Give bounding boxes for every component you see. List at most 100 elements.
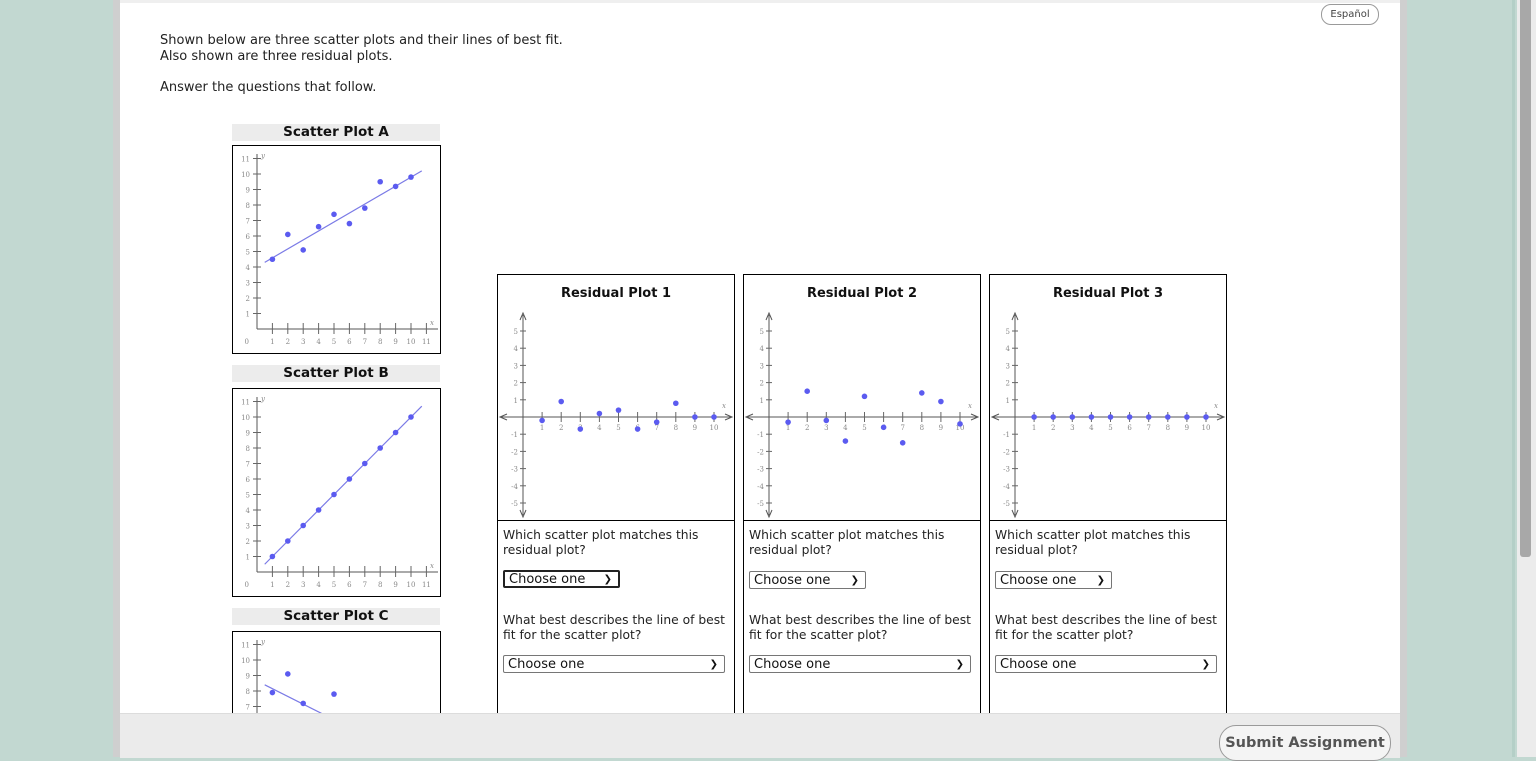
fit-select-2[interactable]: Choose one ❯ — [749, 655, 971, 673]
right-gutter — [1400, 0, 1407, 757]
svg-text:-1: -1 — [1003, 431, 1010, 439]
svg-text:4: 4 — [597, 424, 602, 432]
svg-text:3: 3 — [1006, 362, 1010, 370]
svg-text:5: 5 — [862, 424, 866, 432]
svg-text:5: 5 — [332, 338, 336, 346]
match-select-3[interactable]: Choose one ❯ — [995, 571, 1112, 589]
svg-text:7: 7 — [654, 424, 658, 432]
match-select-2[interactable]: Choose one ❯ — [749, 571, 866, 589]
svg-text:4: 4 — [316, 581, 321, 589]
svg-text:-5: -5 — [511, 500, 518, 508]
svg-text:-1: -1 — [511, 431, 518, 439]
fit-question-1: What best describes the line of best fit… — [503, 613, 725, 642]
match-select-1[interactable]: Choose one ❯ — [503, 570, 620, 588]
svg-text:x: x — [1214, 402, 1218, 410]
instructions: Shown below are three scatter plots and … — [160, 33, 563, 96]
svg-text:4: 4 — [1089, 424, 1094, 432]
svg-text:7: 7 — [1146, 424, 1150, 432]
svg-text:8: 8 — [378, 581, 382, 589]
svg-text:-5: -5 — [1003, 500, 1010, 508]
svg-text:5: 5 — [616, 424, 620, 432]
match-select-1-value: Choose one — [509, 572, 586, 587]
match-question-3: Which scatter plot matches this residual… — [995, 528, 1191, 557]
svg-text:10: 10 — [241, 414, 250, 422]
svg-text:10: 10 — [241, 657, 250, 665]
svg-text:5: 5 — [1108, 424, 1112, 432]
svg-text:8: 8 — [1166, 424, 1170, 432]
instruction-line-2: Also shown are three residual plots. — [160, 49, 393, 64]
svg-text:1: 1 — [786, 424, 790, 432]
svg-text:3: 3 — [824, 424, 828, 432]
svg-text:11: 11 — [241, 399, 250, 407]
residual-plot-3: x 1 2 3 4 5 6 7 8 9 10 -5 -4 -3 -2 -1 1 2 3 4 5 — [990, 275, 1226, 521]
svg-text:1: 1 — [1032, 424, 1036, 432]
match-select-3-value: Choose one — [1000, 573, 1077, 588]
svg-text:7: 7 — [900, 424, 904, 432]
svg-text:4: 4 — [246, 507, 251, 515]
svg-text:y: y — [260, 638, 266, 646]
vertical-scrollbar[interactable] — [1517, 0, 1536, 757]
svg-text:-4: -4 — [511, 483, 518, 491]
scatter-plot-a-label: Scatter Plot A — [232, 124, 440, 141]
fit-select-1[interactable]: Choose one ❯ — [503, 655, 725, 673]
svg-text:y: y — [260, 395, 266, 403]
svg-text:2: 2 — [246, 295, 250, 303]
submit-assignment-button[interactable]: Submit Assignment — [1219, 725, 1391, 761]
svg-text:2: 2 — [286, 581, 290, 589]
match-question-2: Which scatter plot matches this residual… — [749, 528, 945, 557]
svg-text:1: 1 — [514, 397, 518, 405]
svg-text:2: 2 — [246, 538, 250, 546]
scatter-plot-a: 1 1 2 2 3 3 4 4 5 5 6 6 7 7 8 8 9 9 10 10 11 11 0 y x — [232, 145, 441, 354]
svg-text:-4: -4 — [1003, 483, 1010, 491]
scatter-plot-b: 1 1 2 2 3 3 4 4 5 5 6 6 7 7 8 8 9 9 10 10 11 11 0 y x — [232, 388, 441, 597]
svg-text:10: 10 — [407, 581, 416, 589]
svg-text:11: 11 — [422, 338, 431, 346]
svg-text:9: 9 — [1185, 424, 1189, 432]
svg-text:8: 8 — [246, 688, 250, 696]
espanol-language-button[interactable]: Español — [1321, 4, 1379, 25]
svg-text:-3: -3 — [1003, 466, 1010, 474]
svg-text:6: 6 — [1127, 424, 1132, 432]
svg-text:5: 5 — [332, 581, 336, 589]
chevron-down-icon: ❯ — [1096, 575, 1105, 586]
svg-text:-4: -4 — [757, 483, 764, 491]
fit-select-3-value: Choose one — [1000, 657, 1077, 672]
svg-text:3: 3 — [1070, 424, 1074, 432]
svg-text:6: 6 — [347, 581, 352, 589]
svg-text:7: 7 — [246, 704, 250, 712]
residual-plot-1-title: Residual Plot 1 — [560, 286, 672, 301]
svg-text:5: 5 — [514, 328, 518, 336]
svg-text:2: 2 — [514, 380, 518, 388]
svg-text:-3: -3 — [511, 466, 518, 474]
svg-text:9: 9 — [246, 430, 250, 438]
svg-text:2: 2 — [286, 338, 290, 346]
svg-text:2: 2 — [1051, 424, 1055, 432]
svg-text:5: 5 — [246, 249, 250, 257]
match-select-2-value: Choose one — [754, 573, 831, 588]
svg-text:1: 1 — [246, 554, 250, 562]
svg-text:3: 3 — [246, 280, 250, 288]
svg-text:2: 2 — [760, 380, 764, 388]
svg-text:8: 8 — [378, 338, 382, 346]
svg-text:4: 4 — [760, 345, 765, 353]
svg-text:4: 4 — [843, 424, 848, 432]
svg-text:x: x — [430, 319, 434, 327]
svg-text:11: 11 — [422, 581, 431, 589]
residual-plot-2-title: Residual Plot 2 — [806, 286, 918, 301]
instruction-line-3: Answer the questions that follow. — [160, 80, 377, 95]
svg-text:3: 3 — [760, 362, 764, 370]
svg-text:x: x — [430, 562, 434, 570]
scrollbar-thumb[interactable] — [1520, 0, 1531, 557]
svg-text:6: 6 — [246, 233, 251, 241]
fit-select-3[interactable]: Choose one ❯ — [995, 655, 1217, 673]
svg-text:1: 1 — [540, 424, 544, 432]
svg-text:10: 10 — [956, 424, 965, 432]
svg-text:10: 10 — [710, 424, 719, 432]
fit-select-1-value: Choose one — [508, 657, 585, 672]
svg-text:2: 2 — [559, 424, 563, 432]
fit-select-2-value: Choose one — [754, 657, 831, 672]
